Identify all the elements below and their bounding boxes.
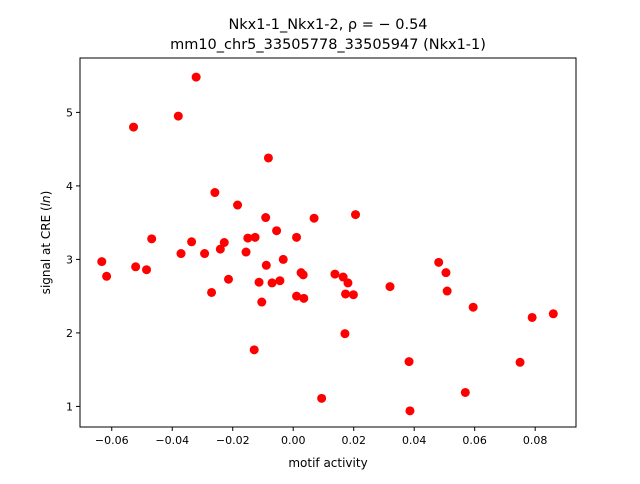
data-point (254, 277, 264, 287)
y-axis-label: signal at CRE (ln) (39, 191, 53, 295)
plot-area-frame (79, 57, 577, 428)
data-point (191, 72, 201, 82)
data-point (249, 345, 259, 355)
data-point (405, 406, 415, 416)
x-axis-label: motif activity (288, 456, 367, 470)
data-point (261, 213, 271, 223)
data-point (267, 278, 277, 288)
data-point (460, 387, 470, 397)
data-point (147, 234, 157, 244)
data-point (261, 260, 271, 270)
data-point (434, 257, 444, 267)
data-point (548, 309, 558, 319)
data-point (233, 200, 243, 210)
data-point (97, 257, 107, 267)
data-point (102, 271, 112, 281)
data-point (275, 276, 285, 286)
chart-title-line-1: Nkx1-1_Nkx1-2, ρ = − 0.54 (228, 17, 427, 33)
data-point (200, 249, 210, 259)
data-point (272, 226, 282, 236)
data-point (224, 274, 233, 284)
data-point (317, 393, 327, 403)
data-point (343, 278, 353, 288)
data-point (468, 302, 478, 312)
y-tick-label: 4 (66, 180, 73, 193)
data-point (263, 153, 273, 163)
data-point (298, 270, 308, 280)
data-point (348, 290, 358, 300)
y-tick-label: 5 (66, 106, 73, 119)
data-point (241, 247, 251, 257)
data-point (292, 291, 302, 301)
data-point (187, 237, 197, 247)
data-point (309, 213, 319, 223)
y-tick-label: 2 (66, 327, 73, 340)
data-point (330, 269, 340, 279)
data-point (351, 210, 361, 220)
x-tick-label: −0.06 (95, 434, 129, 447)
data-point (219, 238, 229, 247)
y-axis-ticks: 1 2 3 4 5 (66, 106, 80, 413)
data-point (292, 232, 302, 242)
data-point (207, 287, 217, 297)
x-tick-label: 0.04 (402, 434, 427, 447)
x-tick-label: 0.08 (523, 434, 548, 447)
chart-title-line-2: mm10_chr5_33505778_33505947 (Nkx1-1) (170, 37, 486, 53)
data-point (341, 289, 351, 299)
data-point (442, 286, 452, 296)
data-point (257, 297, 267, 307)
data-point (129, 122, 139, 132)
data-point (441, 268, 451, 278)
data-point (250, 232, 260, 242)
data-point (404, 357, 414, 367)
data-point (173, 111, 183, 121)
x-tick-label: 0.06 (462, 434, 487, 447)
x-tick-label: 0.02 (341, 434, 366, 447)
data-point (527, 312, 537, 322)
data-point (131, 262, 141, 272)
x-tick-label: 0.00 (281, 434, 306, 447)
y-tick-label: 3 (66, 253, 73, 266)
data-point (278, 254, 288, 264)
x-axis-ticks: −0.06 −0.04 −0.02 0.00 0.02 0.04 0.06 0.08 (95, 427, 548, 447)
y-tick-label: 1 (66, 400, 73, 413)
data-point (142, 265, 152, 275)
data-point (210, 188, 220, 198)
data-points (97, 72, 558, 416)
data-point (215, 244, 225, 254)
data-point (176, 249, 186, 259)
data-point (299, 293, 309, 303)
data-point (340, 329, 350, 339)
data-point (515, 357, 525, 367)
data-point (385, 282, 395, 292)
x-tick-label: −0.02 (216, 434, 250, 447)
x-tick-label: −0.04 (155, 434, 189, 447)
data-point (243, 233, 253, 243)
